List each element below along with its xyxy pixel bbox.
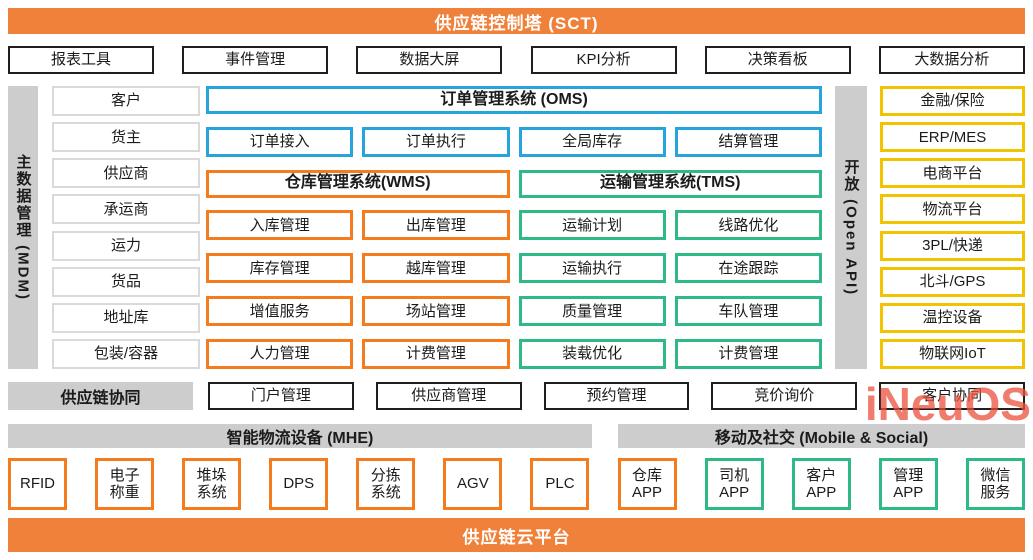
module-box: ERP/MES [880, 122, 1025, 153]
module-box: 入库管理 [206, 210, 354, 241]
module-box: 地址库 [52, 302, 200, 333]
mdm-vertical-bar: 主数据管理 (MDM) [8, 86, 38, 369]
box-report-tools: 报表工具 [8, 46, 154, 74]
module-box: 电商平台 [880, 158, 1025, 189]
tms-header: 运输管理系统(TMS) [518, 169, 822, 198]
systems-grid: 订单管理系统 (OMS) 订单接入 订单执行 全局库存 结算管理 仓库管理系统(… [206, 86, 822, 369]
open-api-vertical-bar: 开放 (Open API) [835, 86, 867, 369]
module-box: 3PL/快递 [880, 230, 1025, 261]
module-box: 在途跟踪 [674, 253, 822, 284]
module-box: 出库管理 [362, 210, 510, 241]
module-box: 货主 [52, 122, 200, 153]
oms-header: 订单管理系统 (OMS) [206, 86, 822, 114]
module-box: 司机 APP [704, 458, 764, 510]
module-box: 电子 称重 [95, 458, 155, 510]
module-box: 车队管理 [674, 296, 822, 327]
module-box: 承运商 [52, 194, 200, 225]
module-box: 门户管理 [208, 382, 354, 410]
module-box: 货品 [52, 266, 200, 297]
sct-banner: 供应链控制塔 (SCT) [8, 8, 1025, 34]
module-box: 装载优化 [518, 338, 666, 369]
module-box: 供应商 [52, 158, 200, 189]
mobile-social-bar: 移动及社交 (Mobile & Social) [618, 424, 1025, 448]
module-box: 供应商管理 [375, 382, 522, 410]
module-box: 人力管理 [206, 338, 354, 369]
module-box: 运力 [52, 230, 200, 261]
box-event-management: 事件管理 [182, 46, 329, 74]
module-box: 质量管理 [518, 296, 666, 327]
module-box: 订单接入 [206, 126, 354, 157]
module-box: PLC [530, 458, 590, 510]
module-box: 物联网IoT [880, 338, 1025, 369]
module-box: 竞价询价 [711, 382, 858, 410]
module-box: 客户 APP [791, 458, 851, 510]
module-box: 客户协同 [879, 382, 1025, 410]
module-box: 运输执行 [518, 253, 666, 284]
open-api-column: 金融/保险 ERP/MES 电商平台 物流平台 3PL/快递 北斗/GPS 温控… [880, 86, 1025, 369]
module-box: 计费管理 [674, 338, 822, 369]
module-box: 客户 [52, 86, 200, 116]
mdm-column: 客户 货主 供应商 承运商 运力 货品 地址库 包装/容器 [52, 86, 200, 369]
module-box: AGV [443, 458, 503, 510]
module-box: 场站管理 [362, 296, 510, 327]
module-box: 订单执行 [362, 126, 510, 157]
box-bigdata-analysis: 大数据分析 [878, 46, 1025, 74]
module-box: 增值服务 [206, 296, 354, 327]
module-box: 管理 APP [878, 458, 938, 510]
module-box: 结算管理 [674, 126, 822, 157]
module-box: 包装/容器 [52, 338, 200, 369]
box-kpi-analysis: KPI分析 [530, 46, 677, 74]
collaboration-label: 供应链协同 [8, 382, 193, 410]
wms-header: 仓库管理系统(WMS) [206, 169, 510, 198]
module-box: 金融/保险 [880, 86, 1025, 116]
analytics-row: 报表工具 事件管理 数据大屏 KPI分析 决策看板 大数据分析 [8, 46, 1025, 74]
module-box: 北斗/GPS [880, 266, 1025, 297]
devices-row: RFID 电子 称重 堆垛 系统 DPS 分拣 系统 AGV PLC 仓库 AP… [8, 458, 1025, 510]
module-box: 运输计划 [518, 210, 666, 241]
box-data-screen: 数据大屏 [356, 46, 503, 74]
module-box: 库存管理 [206, 253, 354, 284]
module-box: 分拣 系统 [356, 458, 416, 510]
collaboration-row: 供应链协同 门户管理 供应商管理 预约管理 竞价询价 客户协同 [8, 382, 1025, 410]
cloud-platform-banner: 供应链云平台 [8, 518, 1025, 552]
module-box: 堆垛 系统 [182, 458, 242, 510]
collaboration-items: 门户管理 供应商管理 预约管理 竞价询价 客户协同 [208, 382, 1025, 410]
module-box: 全局库存 [518, 126, 666, 157]
module-box: 线路优化 [674, 210, 822, 241]
module-box: 预约管理 [543, 382, 690, 410]
module-box: 仓库 APP [617, 458, 677, 510]
module-box: DPS [269, 458, 329, 510]
module-box: 计费管理 [362, 338, 510, 369]
module-box: 温控设备 [880, 302, 1025, 333]
mhe-bar: 智能物流设备 (MHE) [8, 424, 592, 448]
module-box: RFID [8, 458, 67, 510]
device-section-bars: 智能物流设备 (MHE) 移动及社交 (Mobile & Social) [8, 424, 1025, 448]
module-box: 越库管理 [362, 253, 510, 284]
main-section: 主数据管理 (MDM) 客户 货主 供应商 承运商 运力 货品 地址库 包装/容… [8, 86, 1025, 369]
module-box: 物流平台 [880, 194, 1025, 225]
module-box: 微信 服务 [965, 458, 1025, 510]
box-decision-board: 决策看板 [704, 46, 851, 74]
